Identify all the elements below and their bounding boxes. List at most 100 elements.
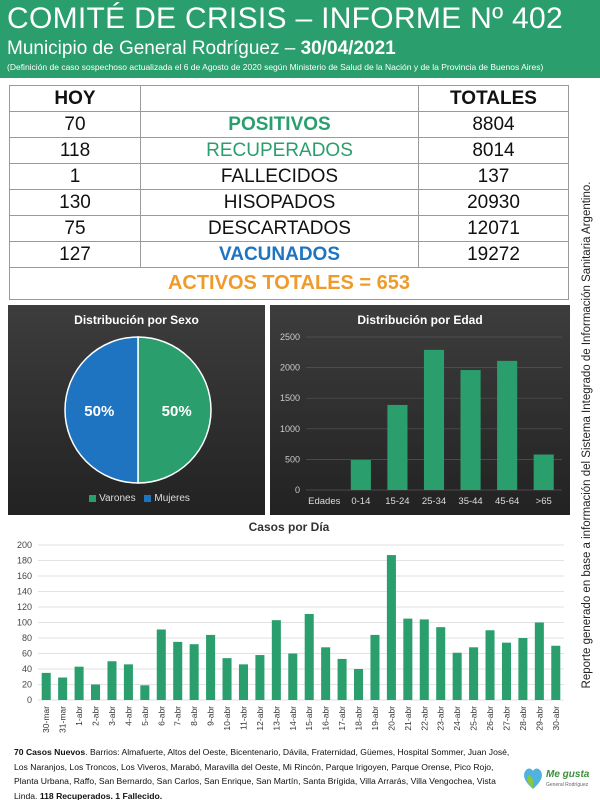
daily-bar-21-abr <box>403 618 413 700</box>
legend-label-mujeres: Mujeres <box>154 493 190 504</box>
daily-xtick-label: 26-abr <box>485 706 495 731</box>
total-value: 20930 <box>418 189 569 216</box>
daily-chart-panel: Casos por Día 0 20 40 60 80 100 120 140 160 180 20… <box>8 518 570 740</box>
age-bar-35-44 <box>460 370 481 490</box>
daily-xtick-label: 19-abr <box>370 706 380 731</box>
row-label: FALLECIDOS <box>140 163 419 190</box>
daily-bar-18-abr <box>354 669 364 700</box>
daily-ytick-label: 20 <box>22 680 32 690</box>
daily-bar-24-abr <box>452 652 462 700</box>
daily-bar-12-abr <box>255 655 265 700</box>
daily-xtick-label: 11-abr <box>238 706 248 730</box>
daily-xtick-label: 10-abr <box>222 706 232 731</box>
daily-ytick-label: 100 <box>17 618 32 628</box>
daily-bar-13-abr <box>271 620 281 700</box>
daily-bar-4-abr <box>123 664 133 700</box>
daily-bar-10-abr <box>222 658 232 700</box>
daily-bar-chart: 0 20 40 60 80 100 120 140 160 180 200 30-mar 31-mar 1… <box>17 540 564 733</box>
col-hoy: HOY <box>9 85 141 112</box>
age-ytick-label: 1000 <box>280 424 300 434</box>
daily-xtick-label: 20-abr <box>386 706 396 731</box>
row-label: VACUNADOS <box>140 241 419 268</box>
age-bar-25-34 <box>423 349 445 490</box>
age-bar-15-24 <box>387 404 408 490</box>
daily-bar-20-abr <box>386 555 396 700</box>
daily-xtick-label: 1-abr <box>74 706 84 726</box>
age-bar-45-64 <box>497 360 518 490</box>
hoy-value: 1 <box>9 163 141 190</box>
age-ytick-label: 2000 <box>280 363 300 373</box>
daily-bar-23-abr <box>436 627 446 700</box>
daily-ytick-label: 120 <box>17 602 32 612</box>
row-label: POSITIVOS <box>140 111 419 138</box>
daily-bar-11-abr <box>238 664 248 700</box>
footnote-new-cases: 70 Casos Nuevos <box>14 747 86 757</box>
daily-bar-7-abr <box>173 641 183 700</box>
pie-slice-varones <box>137 336 212 484</box>
row-label: DESCARTADOS <box>140 215 419 242</box>
sex-chart-panel: Distribución por Sexo 50% 50% Varones Muj… <box>8 305 265 515</box>
daily-xtick-label: 2-abr <box>91 706 101 726</box>
daily-xtick-label: 7-abr <box>173 706 183 726</box>
side-note: Reporte generado en base a información d… <box>581 181 593 689</box>
hoy-value: 75 <box>9 215 141 242</box>
daily-ytick-label: 60 <box>22 649 32 659</box>
daily-ytick-label: 200 <box>17 540 32 550</box>
sex-pie-chart: 50% 50% <box>64 336 212 484</box>
stats-table: HOY TOTALES 70 POSITIVOS 8804 118 RECUPE… <box>9 85 569 300</box>
row-label: RECUPERADOS <box>140 137 419 164</box>
daily-ytick-label: 40 <box>22 664 32 674</box>
age-xtick-label: >65 <box>536 496 552 507</box>
hoy-value: 118 <box>9 137 141 164</box>
daily-xtick-label: 18-abr <box>354 706 364 731</box>
daily-bar-17-abr <box>337 658 347 700</box>
heart-logo-icon <box>524 768 542 789</box>
daily-xtick-label: 6-abr <box>156 706 166 726</box>
age-ytick-label: 1500 <box>280 393 300 403</box>
logo-subtext: General Rodríguez <box>546 782 589 788</box>
daily-ytick-label: 140 <box>17 587 32 597</box>
hoy-value: 127 <box>9 241 141 268</box>
daily-bar-16-abr <box>321 647 331 700</box>
definition-note: (Definición de caso sospechoso actualiza… <box>7 62 544 72</box>
stats-row-descartados: 75 DESCARTADOS 12071 <box>9 215 569 242</box>
age-xtick-label: 45-64 <box>495 496 519 507</box>
pie-slice-mujeres <box>64 336 139 484</box>
daily-xtick-label: 31-mar <box>58 706 68 733</box>
pie-label-varones: 50% <box>162 403 192 420</box>
age-chart-title: Distribución por Edad <box>357 313 483 327</box>
total-value: 19272 <box>418 241 569 268</box>
daily-xtick-label: 28-abr <box>518 706 528 731</box>
daily-xtick-label: 15-abr <box>304 706 314 731</box>
age-bar-0-14 <box>350 460 371 490</box>
daily-bar-30-abr <box>551 645 561 700</box>
daily-xtick-label: 3-abr <box>107 706 117 726</box>
daily-chart-title: Casos por Día <box>248 520 330 534</box>
daily-bar-5-abr <box>140 685 150 700</box>
legend-swatch-varones <box>89 494 97 502</box>
daily-ytick-label: 80 <box>22 633 32 643</box>
footnote-recovered: 118 Recuperados. 1 Fallecido. <box>39 790 163 800</box>
daily-xtick-label: 21-abr <box>403 706 413 731</box>
daily-ytick-label: 160 <box>17 571 32 581</box>
total-value: 8014 <box>418 137 569 164</box>
age-xtick-label: 0-14 <box>351 496 370 507</box>
legend-swatch-mujeres <box>144 494 152 502</box>
pie-label-mujeres: 50% <box>84 403 114 420</box>
daily-bar-31-mar <box>58 677 68 700</box>
daily-bar-28-abr <box>518 638 528 700</box>
daily-bar-3-abr <box>107 661 117 700</box>
total-value: 137 <box>418 163 569 190</box>
age-ytick-label: 500 <box>285 454 300 464</box>
daily-bar-14-abr <box>288 653 298 700</box>
hoy-value: 70 <box>9 111 141 138</box>
activos-totales: ACTIVOS TOTALES = 653 <box>9 267 569 300</box>
daily-xtick-label: 9-abr <box>206 706 216 726</box>
daily-xtick-label: 5-abr <box>140 706 150 726</box>
row-label: HISOPADOS <box>140 189 419 216</box>
age-chart-panel: Distribución por Edad 0 500 1000 1500 2000 25… <box>270 305 570 515</box>
daily-xtick-label: 13-abr <box>271 706 281 731</box>
daily-xtick-label: 29-abr <box>534 706 544 731</box>
daily-bar-6-abr <box>156 629 166 700</box>
age-bar->65 <box>533 454 554 490</box>
